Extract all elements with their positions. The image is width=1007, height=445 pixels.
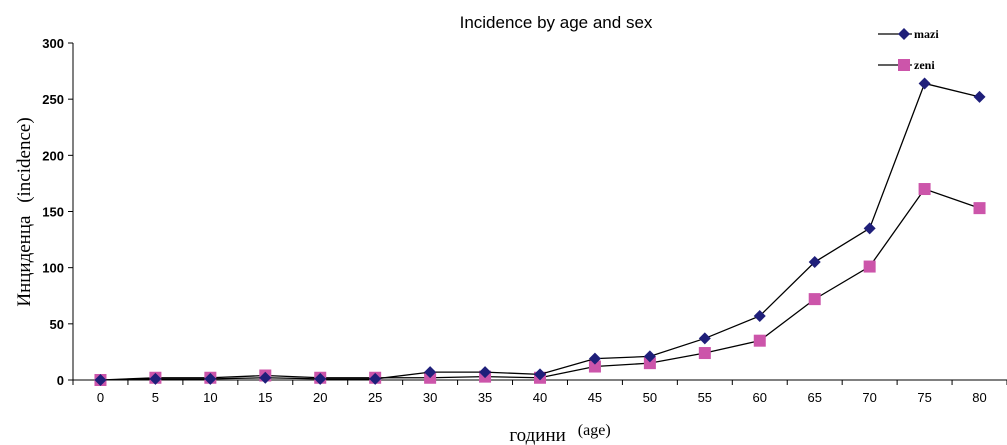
series-layer	[94, 77, 986, 386]
axes	[72, 43, 1007, 381]
data-point-zeni	[918, 183, 931, 196]
y-tick-label: 250	[42, 92, 64, 107]
legend-item-mazi: mazi	[878, 27, 939, 41]
legend-marker-mazi	[898, 28, 910, 40]
x-tick-label: 25	[368, 390, 382, 405]
data-point-mazi	[918, 77, 931, 90]
data-point-zeni	[698, 347, 711, 360]
x-tick-label: 50	[643, 390, 657, 405]
x-tick-label: 35	[478, 390, 492, 405]
x-tick-label: 70	[862, 390, 876, 405]
legend-marker-zeni	[898, 59, 910, 71]
x-tick-label: 80	[972, 390, 986, 405]
y-tick-label: 200	[42, 148, 64, 163]
axis-ticks: 0 50 100 150 200 250 300 0 5 10 15 20 25 30 35 40 45 50 55…	[42, 36, 1007, 405]
y-tick-label: 300	[42, 36, 64, 51]
y-axis-title-sub: (incidence)	[14, 117, 35, 202]
data-point-mazi	[259, 371, 272, 384]
data-point-mazi	[204, 372, 217, 385]
data-point-zeni	[588, 360, 601, 373]
svg-text:Инциденца (incidence): Инциденца (incidence)	[14, 117, 35, 306]
x-tick-label: 75	[917, 390, 931, 405]
x-tick-label: 0	[97, 390, 104, 405]
y-tick-label: 50	[50, 317, 64, 332]
data-point-zeni	[973, 202, 986, 215]
data-point-mazi	[973, 90, 986, 103]
data-point-mazi	[808, 256, 821, 269]
data-point-mazi	[424, 366, 437, 379]
legend-label-zeni: zeni	[914, 58, 935, 72]
x-axis-title-main: години	[509, 425, 565, 445]
data-point-mazi	[94, 374, 107, 386]
y-axis-title: Инциденца (incidence)	[14, 117, 35, 306]
data-point-mazi	[369, 372, 382, 385]
series-line-zeni	[100, 188, 980, 381]
series-line-mazi	[100, 82, 980, 381]
x-tick-label: 40	[533, 390, 547, 405]
data-point-zeni	[643, 357, 656, 370]
x-tick-label: 60	[753, 390, 767, 405]
data-point-zeni	[808, 293, 821, 306]
data-point-mazi	[643, 350, 656, 363]
legend: mazi zeni	[878, 27, 939, 72]
x-tick-label: 10	[203, 390, 217, 405]
legend-item-zeni: zeni	[878, 58, 935, 72]
data-point-mazi	[698, 332, 711, 345]
data-point-mazi	[753, 309, 766, 322]
x-tick-label: 55	[698, 390, 712, 405]
data-point-mazi	[314, 372, 327, 385]
data-point-mazi	[534, 368, 546, 381]
data-point-mazi	[149, 372, 162, 385]
x-tick-label: 45	[588, 390, 602, 405]
y-tick-label: 0	[57, 373, 64, 388]
y-tick-label: 100	[42, 261, 64, 276]
x-axis-title-sub: (age)	[578, 422, 611, 439]
x-tick-label: 5	[152, 390, 159, 405]
x-tick-label: 20	[313, 390, 327, 405]
series-mazi	[94, 77, 986, 386]
chart-title: Incidence by age and sex	[460, 13, 653, 32]
x-tick-label: 30	[423, 390, 437, 405]
series-zeni	[94, 183, 986, 386]
x-tick-label: 15	[258, 390, 272, 405]
legend-label-mazi: mazi	[914, 27, 939, 41]
data-point-mazi	[479, 366, 492, 379]
data-point-zeni	[753, 334, 766, 347]
y-tick-label: 150	[42, 205, 64, 220]
x-axis-title: години (age)	[509, 422, 610, 445]
y-axis-title-main: Инциденца	[14, 215, 35, 307]
data-point-zeni	[863, 260, 876, 273]
data-point-mazi	[588, 352, 601, 365]
data-point-mazi	[863, 222, 876, 235]
x-tick-label: 65	[807, 390, 821, 405]
